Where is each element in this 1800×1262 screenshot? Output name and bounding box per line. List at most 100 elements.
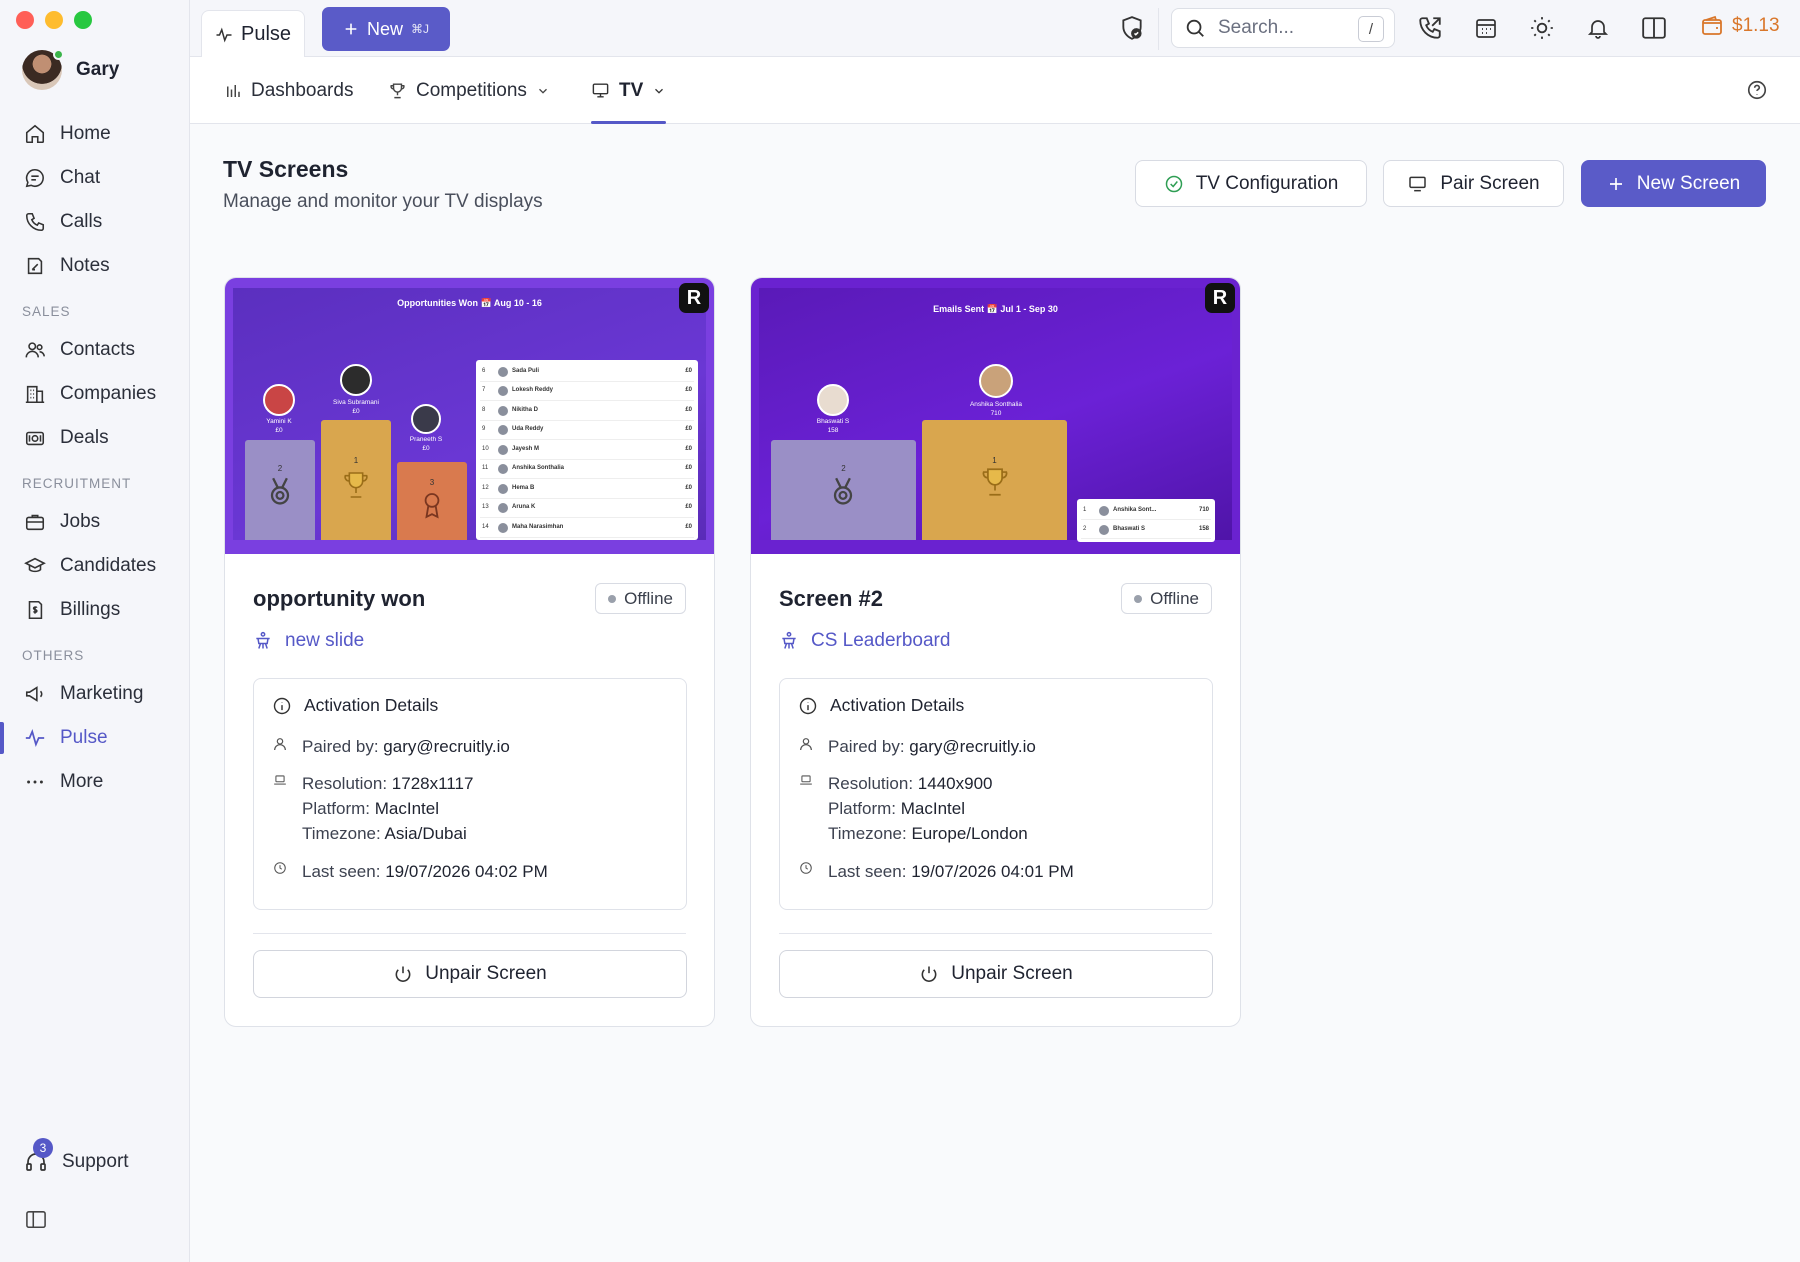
platform-value: MacIntel — [900, 799, 966, 818]
wallet-balance[interactable]: $1.13 — [1700, 14, 1780, 38]
trophy-icon — [344, 472, 368, 498]
sidebar-item-label: Calls — [60, 211, 103, 232]
assigned-slide-link[interactable]: new slide — [253, 630, 364, 652]
paired-by-value: gary@recruitly.io — [383, 737, 510, 756]
search-placeholder: Search... — [1218, 17, 1295, 38]
leaderboard-value: £0 — [685, 504, 692, 511]
tv-configuration-button[interactable]: TV Configuration — [1135, 160, 1367, 207]
tab-label: TV — [619, 79, 644, 101]
sidebar: Gary Home Chat Calls Notes SALES Contact… — [0, 0, 190, 1262]
last-seen-row: Last seen: 19/07/2026 04:02 PM — [272, 859, 548, 884]
sidebar-item-home[interactable]: Home — [0, 114, 189, 154]
close-window-button[interactable] — [16, 11, 34, 29]
sidebar-item-jobs[interactable]: Jobs — [0, 502, 189, 542]
pulse-icon — [216, 27, 232, 42]
sidebar-item-marketing[interactable]: Marketing — [0, 674, 189, 714]
sidebar-item-deals[interactable]: Deals — [0, 418, 189, 458]
wallet-icon — [1702, 15, 1722, 35]
sidebar-item-notes[interactable]: Notes — [0, 246, 189, 286]
clock-icon — [800, 862, 812, 874]
pair-screen-button[interactable]: Pair Screen — [1383, 160, 1564, 207]
megaphone-icon — [25, 686, 43, 702]
help-circle-icon — [1747, 80, 1767, 100]
tab-competitions[interactable]: Competitions — [388, 57, 550, 124]
chat-icon — [25, 168, 44, 188]
leaderboard-avatar — [498, 425, 508, 436]
timezone-label: Timezone: — [302, 824, 381, 843]
status-dot — [608, 594, 617, 603]
collapse-sidebar-button[interactable] — [25, 1210, 47, 1230]
more-icon — [27, 780, 43, 784]
monitor-icon — [1409, 176, 1427, 191]
award-ribbon-icon — [424, 493, 440, 519]
tab-tv[interactable]: TV — [591, 57, 667, 124]
screen-card: Emails Sent 📅 Jul 1 - Sep 30 Bhaswati S … — [750, 277, 1241, 1027]
notifications-button[interactable] — [1584, 14, 1612, 42]
calendar-button[interactable] — [1472, 14, 1500, 42]
unpair-screen-button[interactable]: Unpair Screen — [253, 950, 687, 998]
user-profile[interactable]: Gary — [22, 49, 119, 90]
search-input[interactable]: Search... / — [1171, 8, 1395, 48]
sidebar-item-label: Deals — [60, 427, 109, 448]
bell-icon — [1587, 20, 1609, 39]
trophy-icon — [982, 468, 1008, 496]
window-controls — [16, 11, 92, 29]
security-shield-button[interactable] — [1118, 14, 1146, 42]
new-screen-button[interactable]: New Screen — [1581, 160, 1766, 207]
tab-dashboards[interactable]: Dashboards — [224, 57, 353, 124]
preview-slide: Opportunities Won 📅 Aug 10 - 16 Yamini K… — [233, 288, 706, 540]
sidebar-item-more[interactable]: More — [0, 762, 189, 802]
sidebar-item-candidates[interactable]: Candidates — [0, 546, 189, 586]
screen-preview[interactable]: Opportunities Won 📅 Aug 10 - 16 Yamini K… — [225, 278, 714, 554]
sidebar-item-support[interactable]: 3 Support — [24, 1138, 129, 1174]
last-seen-value: 19/07/2026 04:01 PM — [911, 862, 1074, 881]
resolution-value: 1728x1117 — [391, 774, 474, 793]
monitor-icon — [592, 83, 609, 98]
sidebar-item-pulse[interactable]: Pulse — [0, 718, 189, 758]
notes-icon — [27, 257, 43, 275]
status-badge: Offline — [595, 583, 686, 614]
podium-block-gold: 1 — [321, 420, 391, 540]
maximize-window-button[interactable] — [74, 11, 92, 29]
info-icon — [273, 697, 291, 714]
sidebar-item-label: Pulse — [60, 727, 108, 748]
leaderboard-rank: 10 — [482, 445, 489, 452]
leaderboard-name: Anshika Sont... — [1113, 506, 1157, 513]
new-shortcut: ⌘J — [411, 22, 429, 36]
podium-block-silver: 2 — [245, 440, 315, 540]
leaderboard-row: 10 Jayesh M £0 — [480, 440, 694, 460]
medal-icon — [270, 477, 290, 505]
sidebar-item-chat[interactable]: Chat — [0, 158, 189, 198]
sidebar-item-companies[interactable]: Companies — [0, 374, 189, 414]
last-seen-label: Last seen: — [302, 862, 381, 881]
leaderboard-row: 13 Aruna K £0 — [480, 499, 694, 518]
screen-preview[interactable]: Emails Sent 📅 Jul 1 - Sep 30 Bhaswati S … — [751, 278, 1240, 554]
phone-icon — [25, 212, 45, 232]
leaderboard-avatar — [1099, 524, 1109, 535]
leaderboard-rank: 1 — [1083, 506, 1087, 513]
leaderboard-name: Anshika Sonthalia — [512, 465, 565, 472]
tab-pulse[interactable]: Pulse — [201, 10, 305, 58]
unpair-screen-button[interactable]: Unpair Screen — [779, 950, 1213, 998]
help-button[interactable] — [1746, 79, 1768, 101]
podium-rank: 1 — [353, 456, 359, 465]
plus-icon — [1609, 177, 1622, 190]
leaderboard-rank: 11 — [482, 465, 489, 472]
leaderboard-name: Jayesh M — [512, 445, 540, 452]
split-view-button[interactable] — [1640, 14, 1668, 42]
activation-details-header: Activation Details — [272, 695, 438, 716]
new-button[interactable]: New ⌘J — [322, 7, 450, 51]
minimize-window-button[interactable] — [45, 11, 63, 29]
sidebar-item-billings[interactable]: Billings — [0, 590, 189, 630]
assigned-slide-link[interactable]: CS Leaderboard — [779, 630, 950, 652]
theme-toggle-button[interactable] — [1528, 14, 1556, 42]
sidebar-item-label: Home — [60, 123, 111, 144]
sidebar-item-contacts[interactable]: Contacts — [0, 330, 189, 370]
laptop-icon — [274, 775, 286, 785]
chevron-down-icon — [538, 88, 547, 94]
podium-name: Bhaswati S — [816, 418, 850, 425]
dialer-button[interactable] — [1416, 14, 1444, 42]
sidebar-item-calls[interactable]: Calls — [0, 202, 189, 242]
search-shortcut: / — [1358, 16, 1384, 42]
activation-details-title: Activation Details — [830, 695, 965, 715]
